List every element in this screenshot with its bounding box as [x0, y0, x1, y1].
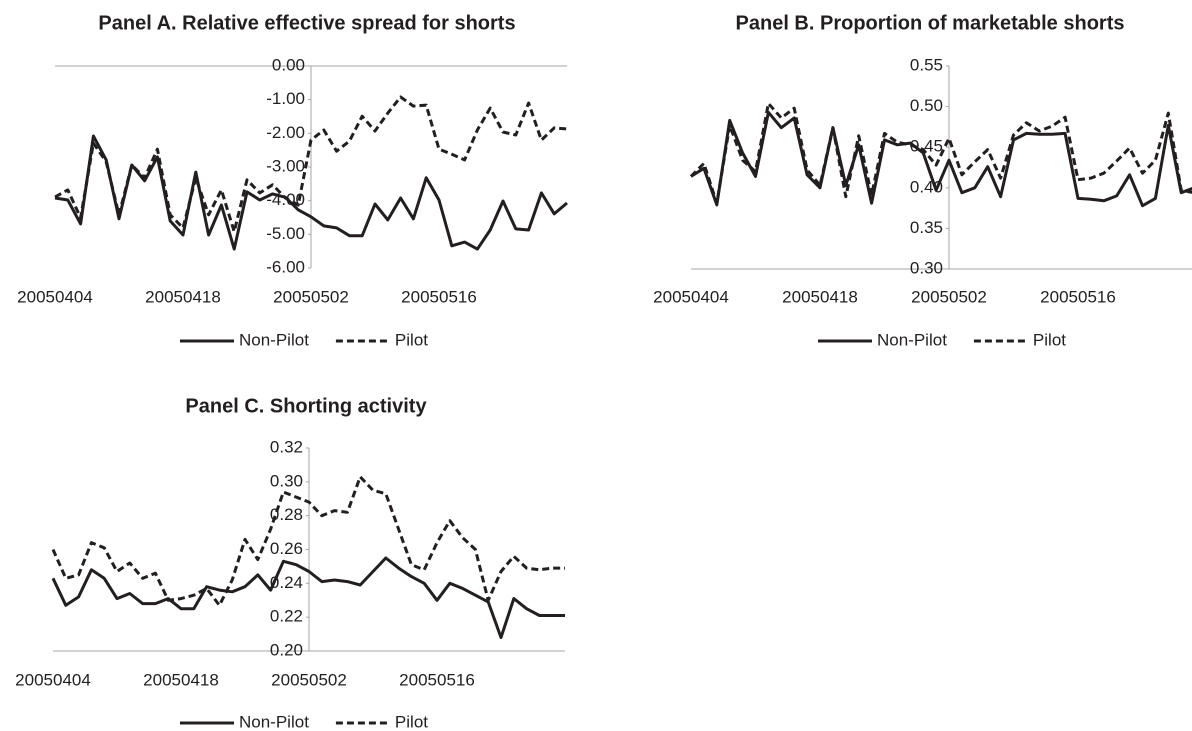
y-tick-label: -5.00 — [266, 224, 305, 243]
legend-label: Pilot — [1033, 330, 1066, 349]
y-tick-label: -6.00 — [266, 257, 305, 276]
x-tick-label: 20050404 — [17, 287, 93, 306]
x-tick-label: 20050502 — [271, 670, 347, 689]
y-tick-label: -3.00 — [266, 156, 305, 175]
y-tick-label: 0.22 — [270, 607, 303, 626]
x-tick-label: 20050502 — [911, 287, 987, 306]
chart-title: Panel C. Shorting activity — [185, 395, 427, 417]
series-line — [54, 95, 568, 234]
chart-panel: Panel A. Relative effective spread for s… — [17, 12, 568, 349]
legend-label: Pilot — [395, 330, 428, 349]
series-line — [51, 475, 565, 607]
y-tick-label: 0.00 — [272, 55, 305, 74]
y-tick-label: -1.00 — [266, 89, 305, 108]
legend-label: Non-Pilot — [877, 330, 947, 349]
y-tick-label: 0.30 — [270, 471, 303, 490]
y-tick-label: 0.55 — [910, 55, 943, 74]
x-tick-label: 20050502 — [273, 287, 349, 306]
x-tick-label: 20050418 — [143, 670, 219, 689]
y-tick-label: 0.35 — [910, 218, 943, 237]
series-line — [54, 134, 568, 251]
series-line — [689, 101, 1192, 205]
chart-panel: Panel C. Shorting activity 0.20 0.22 0.24 0.… — [15, 395, 565, 731]
y-tick-label: 0.20 — [270, 640, 303, 659]
legend-label: Non-Pilot — [239, 330, 309, 349]
y-tick-label: 0.26 — [270, 539, 303, 558]
y-tick-label: 0.30 — [910, 258, 943, 277]
x-tick-label: 20050404 — [15, 670, 91, 689]
x-tick-label: 20050418 — [145, 287, 221, 306]
chart-panel: Panel B. Proportion of marketable shorts… — [653, 12, 1192, 349]
series-line — [690, 110, 1192, 208]
y-tick-label: 0.24 — [270, 573, 303, 592]
series-line — [51, 556, 565, 639]
y-tick-label: 0.32 — [270, 437, 303, 456]
y-tick-label: 0.50 — [910, 96, 943, 115]
chart-title: Panel B. Proportion of marketable shorts — [736, 12, 1125, 34]
y-tick-label: -2.00 — [266, 123, 305, 142]
x-tick-label: 20050418 — [782, 287, 858, 306]
legend-label: Non-Pilot — [239, 712, 309, 731]
legend-label: Pilot — [395, 712, 428, 731]
x-tick-label: 20050516 — [1040, 287, 1116, 306]
x-tick-label: 20050404 — [653, 287, 729, 306]
x-tick-label: 20050516 — [401, 287, 477, 306]
x-tick-label: 20050516 — [399, 670, 475, 689]
chart-title: Panel A. Relative effective spread for s… — [98, 12, 515, 34]
